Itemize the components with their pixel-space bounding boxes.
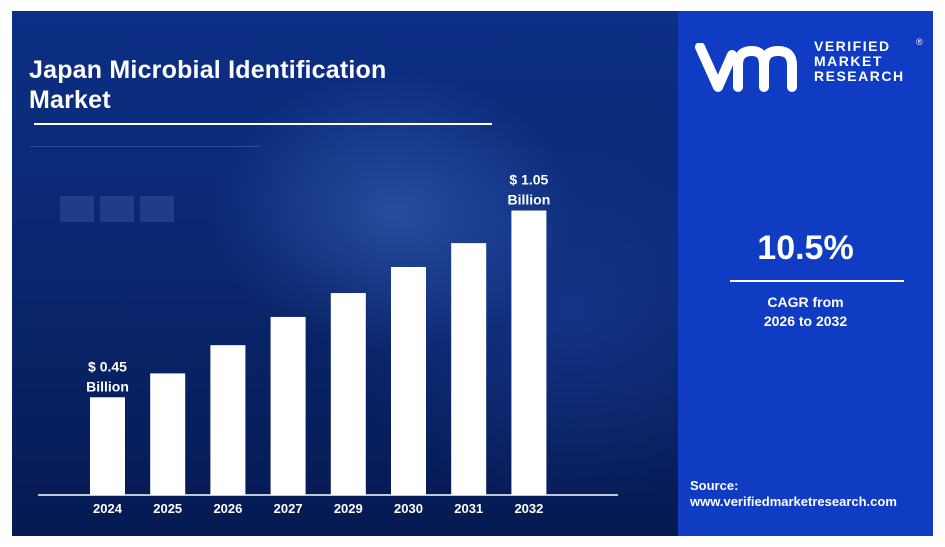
background-shape [60,196,94,222]
source-label: Source: [690,478,739,493]
x-tick-label: 2026 [213,501,242,516]
bar-2029 [330,293,366,495]
background-shape [100,196,134,222]
x-tick-label: 2027 [274,501,303,516]
x-tick-label: 2032 [514,501,543,516]
chart-title-line-2: Market [29,86,111,114]
value-label-2024: $ 0.45 [88,358,127,374]
source-url[interactable]: www.verifiedmarketresearch.com [690,494,897,509]
background-shape [140,196,174,222]
x-tick-label: 2025 [153,501,182,516]
x-tick-label: 2031 [454,501,483,516]
infographic-card: Japan Microbial Identification Market 20… [12,11,933,536]
bar-chart: 2024 2025 2026 2027 2029 2030 2031 2032 $ 0.45 Bi… [38,172,618,516]
cagr-label-line-1: CAGR from [767,294,844,310]
bar-2031 [451,243,487,495]
vmr-logo-icon [695,43,797,92]
registered-mark: ® [916,37,923,47]
background-image [30,146,260,237]
chart-title: Japan Microbial Identification Market [29,55,489,115]
value-label-2024: Billion [86,378,129,394]
cagr-value: 10.5% [757,229,854,267]
brand-name: VERIFIED MARKET RESEARCH [814,39,905,84]
x-tick-label: 2030 [394,501,423,516]
bar-2032 [511,210,547,496]
bar-2024 [90,397,125,495]
x-tick-label: 2029 [334,501,363,516]
brand-name-line-3: RESEARCH [814,68,905,84]
value-label-2032: Billion [508,192,551,208]
summary-panel: VERIFIED MARKET RESEARCH ® 10.5% CAGR fr… [678,11,933,536]
cagr-divider [730,280,904,282]
chart-title-line-1: Japan Microbial Identification [29,56,387,84]
bar-2030 [391,267,426,495]
bar-2027 [270,316,306,495]
cagr-label: CAGR from 2026 to 2032 [678,293,933,331]
brand-name-line-2: MARKET [814,53,883,69]
brand-name-line-1: VERIFIED [814,38,891,54]
x-tick-label: 2024 [93,501,123,516]
bar-2026 [210,345,246,495]
chart-panel: Japan Microbial Identification Market 20… [12,11,678,536]
cagr-label-line-2: 2026 to 2032 [763,313,848,329]
title-divider [34,123,492,125]
bar-2025 [150,373,186,495]
brand-logo: VERIFIED MARKET RESEARCH ® [694,37,924,99]
value-label-2032: $ 1.05 [509,172,548,188]
